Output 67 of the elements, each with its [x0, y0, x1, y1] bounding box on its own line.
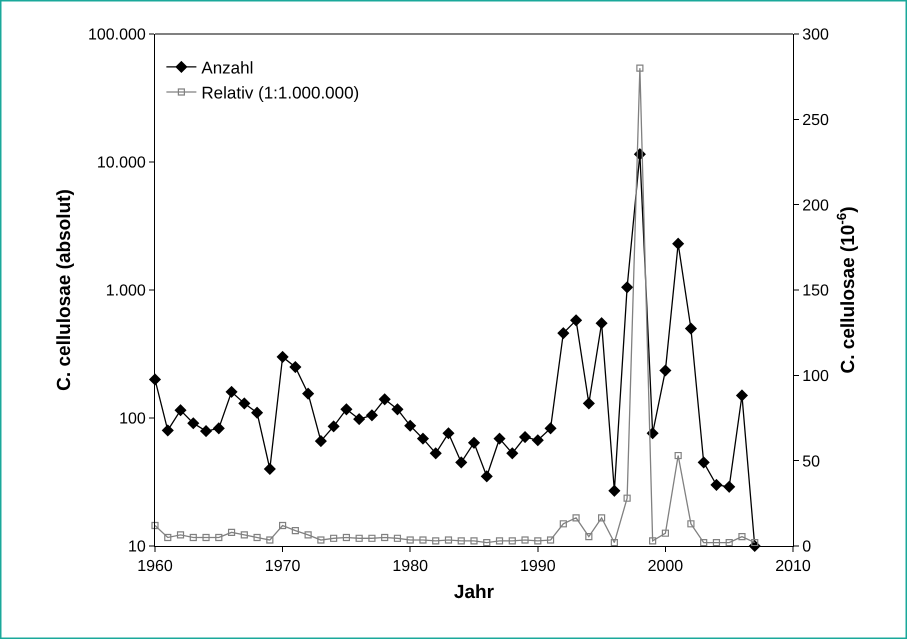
point	[558, 327, 570, 339]
y-tick-label: 100.000	[88, 26, 146, 44]
x-axis-title: Jahr	[454, 582, 495, 603]
point	[494, 432, 506, 444]
point	[276, 351, 288, 363]
point	[264, 463, 276, 475]
point	[698, 456, 710, 468]
y-tick-label: 10.000	[96, 154, 146, 172]
y-tick-label: 100	[119, 410, 146, 428]
point	[378, 394, 390, 406]
legend-label: Anzahl	[201, 58, 254, 78]
point	[366, 409, 378, 422]
y2-tick-label: 250	[802, 112, 829, 129]
y2-tick-label: 200	[802, 197, 829, 214]
point	[404, 420, 416, 432]
point	[162, 424, 174, 436]
y2-tick-label: 100	[802, 368, 829, 385]
y2-tick-label: 300	[802, 26, 829, 44]
x-tick-label: 2010	[775, 558, 811, 576]
point	[430, 447, 442, 460]
y-axis-title: C. cellulosae (absolut)	[54, 189, 75, 391]
point	[468, 437, 480, 449]
point	[251, 406, 263, 418]
point	[238, 398, 250, 410]
point	[417, 432, 429, 444]
point	[149, 374, 161, 386]
point	[353, 413, 365, 425]
x-tick-label: 1980	[392, 558, 428, 576]
x-tick-label: 1960	[137, 558, 173, 576]
point	[672, 238, 684, 250]
point	[685, 322, 697, 334]
point	[519, 431, 531, 443]
point	[532, 434, 544, 446]
point	[736, 390, 748, 402]
point	[660, 364, 672, 376]
point	[340, 403, 352, 416]
point	[570, 314, 582, 326]
point	[608, 484, 620, 497]
y2-tick-label: 50	[802, 453, 820, 470]
point	[596, 317, 608, 330]
y-tick-label: 1.000	[106, 282, 146, 300]
point	[315, 435, 327, 447]
point	[710, 479, 722, 491]
point	[583, 398, 595, 410]
point	[226, 386, 238, 398]
y2-tick-label: 0	[802, 538, 812, 556]
x-tick-label: 1970	[264, 558, 300, 576]
point	[506, 447, 518, 460]
point	[328, 420, 340, 432]
point	[174, 404, 186, 416]
point	[544, 422, 556, 434]
point	[200, 425, 212, 437]
legend-label: Relativ (1:1.000.000)	[201, 84, 360, 103]
y-tick-label: 10	[128, 538, 146, 556]
point	[290, 361, 302, 373]
point	[723, 481, 735, 493]
point	[621, 281, 633, 294]
point	[480, 470, 493, 482]
x-tick-label: 1990	[520, 558, 556, 576]
point	[302, 388, 314, 400]
point	[187, 417, 200, 430]
y2-tick-label: 150	[802, 282, 829, 300]
point	[442, 427, 454, 440]
x-tick-label: 2000	[648, 558, 684, 576]
point	[392, 403, 404, 416]
point	[213, 422, 225, 434]
point	[455, 456, 468, 468]
